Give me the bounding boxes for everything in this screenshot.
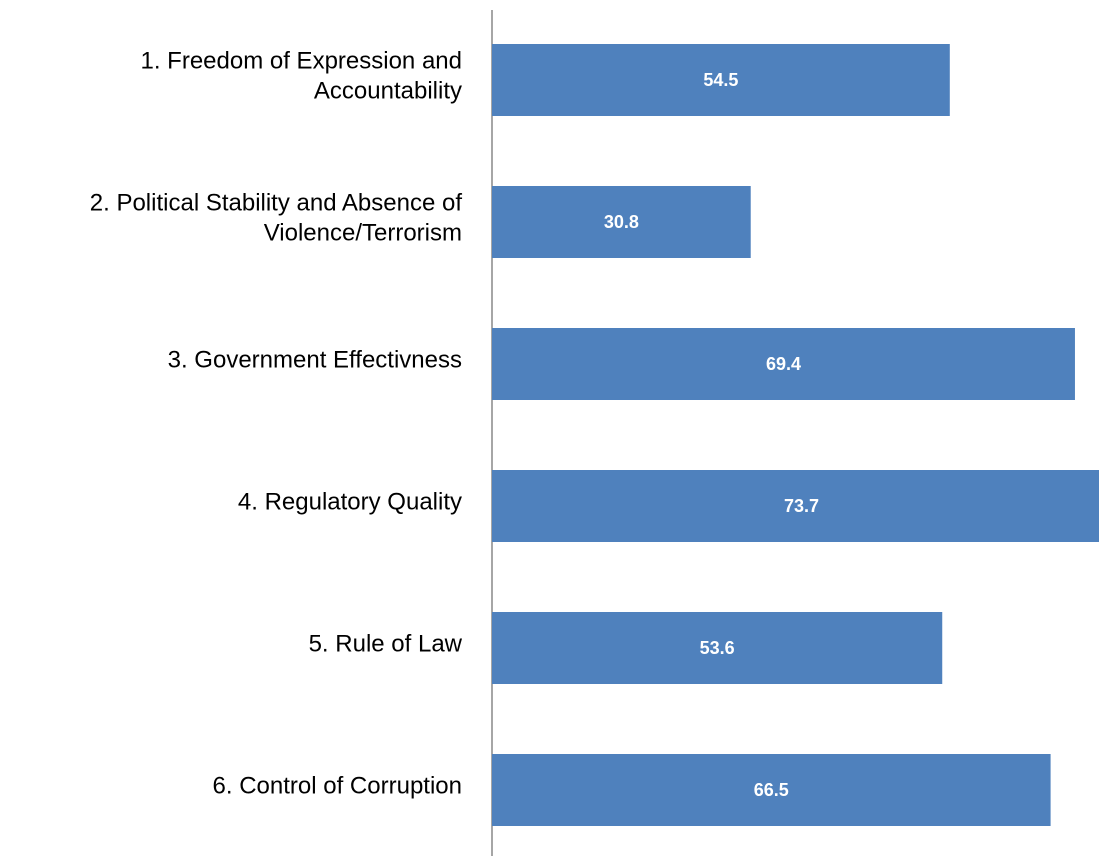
bar xyxy=(492,612,943,684)
value-label: 69.4 xyxy=(766,354,801,374)
value-label: 54.5 xyxy=(703,70,738,90)
category-label: Violence/Terrorism xyxy=(264,219,462,246)
category-label: 4. Regulatory Quality xyxy=(238,488,462,515)
bar xyxy=(492,754,1051,826)
category-label: 5. Rule of Law xyxy=(309,630,463,657)
bar xyxy=(492,328,1075,400)
category-label: 3. Government Effectivness xyxy=(168,346,462,373)
bar xyxy=(492,186,751,258)
bar xyxy=(492,44,950,116)
value-label: 73.7 xyxy=(784,496,819,516)
value-label: 30.8 xyxy=(604,212,639,232)
category-label: 6. Control of Corruption xyxy=(213,772,462,799)
category-label: 2. Political Stability and Absence of xyxy=(90,189,463,216)
category-label: 1. Freedom of Expression and xyxy=(140,47,462,74)
value-label: 53.6 xyxy=(700,638,735,658)
value-label: 66.5 xyxy=(754,780,789,800)
category-label: Accountability xyxy=(314,77,462,104)
bar xyxy=(492,470,1099,542)
